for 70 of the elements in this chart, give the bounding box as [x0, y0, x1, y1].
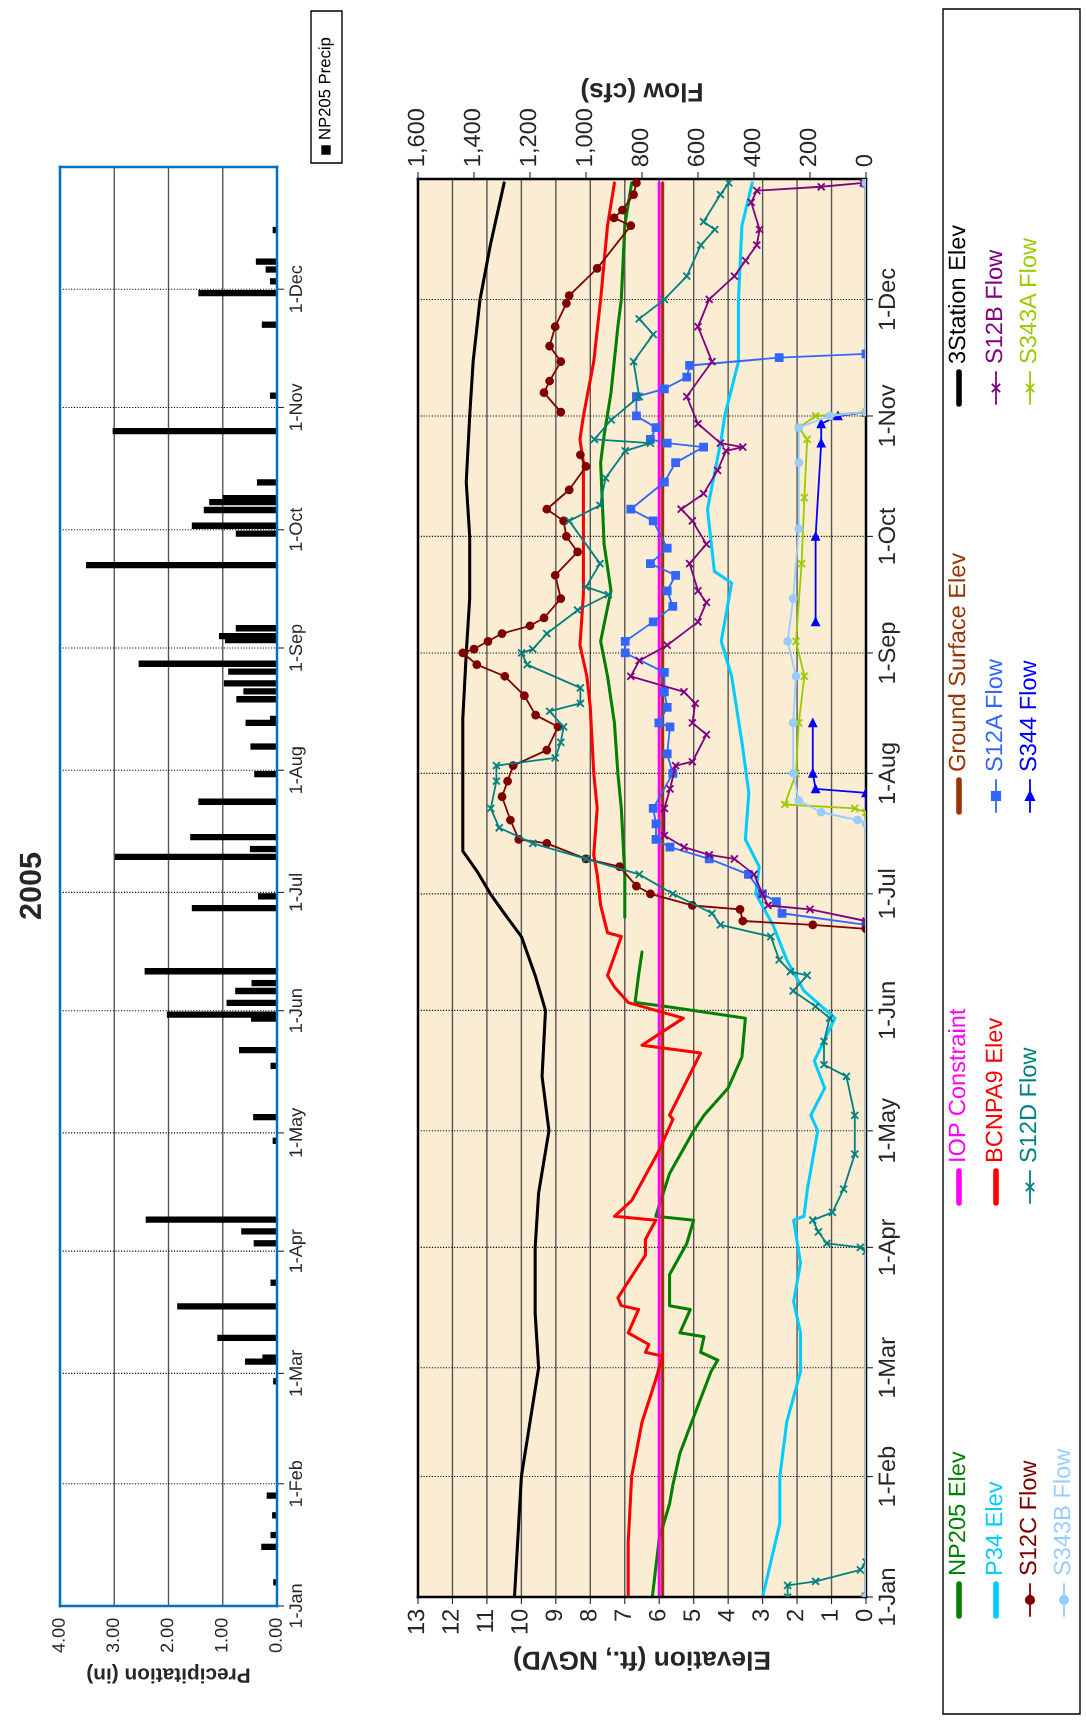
text: 3Station Elev	[947, 224, 966, 364]
x-tick-label: 6	[648, 1609, 666, 1621]
x-tick-label: 4	[718, 1609, 735, 1622]
x-tick-label: 11	[476, 1609, 494, 1632]
y-tick-label: 1-Feb	[288, 1460, 303, 1506]
x-tick-label: 0	[855, 1609, 873, 1622]
x-tick-label: 5	[683, 1609, 701, 1621]
y-tick-label: 1-May	[289, 1107, 306, 1157]
y-tick-label: 1-Jan	[289, 1584, 303, 1628]
y-tick-label: 1-Jan	[878, 1569, 896, 1625]
x-tick-label: 8	[579, 1609, 597, 1621]
x2-tick-label: 600	[687, 128, 705, 166]
y-tick-label: 1-May	[878, 1098, 900, 1162]
y-tick-label: 1-Nov	[878, 384, 896, 446]
y-tick-label: 1-Apr	[289, 1229, 306, 1272]
text: Ground Surface Elev	[947, 552, 966, 771]
y-tick-label: 1-Jun	[289, 989, 303, 1032]
x2-tick-label: 400	[743, 128, 761, 167]
x-tick-label: 2	[786, 1609, 804, 1621]
x-tick-label: 0.00	[269, 1618, 282, 1653]
text: S344 Flow	[1018, 660, 1037, 771]
x-axis-title: Precipitation (in)	[87, 1664, 250, 1684]
y-tick-label: 1-Mar	[878, 1337, 896, 1397]
x-tick-label: 12	[442, 1609, 459, 1634]
text: S343B Flow	[1052, 1448, 1071, 1575]
y-tick-label: 1-Sep	[289, 624, 306, 671]
x2-axis-title: Flow (cfs)	[581, 77, 702, 103]
x-tick-label: 2.00	[160, 1618, 174, 1653]
text: 2005	[19, 852, 42, 919]
y-tick-label: 1-Oct	[878, 507, 896, 564]
y-tick-label: 1-Dec	[878, 268, 896, 330]
text: S12C Flow	[1018, 1460, 1037, 1575]
y-tick-label: 1-Jul	[877, 869, 896, 918]
x-tick-label: 1	[821, 1609, 838, 1621]
x-tick-label: 3	[752, 1609, 769, 1622]
x-tick-label: 1.00	[214, 1618, 228, 1652]
text: S12B Flow	[984, 249, 1003, 363]
x-axis-title: Elevation (ft., NGVD)	[514, 1646, 770, 1671]
x2-tick-label: 800	[631, 128, 649, 167]
text: S343A Flow	[1018, 237, 1037, 363]
y-tick-label: 1-Feb	[877, 1446, 896, 1506]
y-tick-label: 1-Sep	[878, 622, 900, 683]
y-tick-label: 1-Jun	[878, 982, 896, 1039]
text: NP205 Precip	[318, 37, 334, 139]
y-tick-label: 1-Nov	[289, 383, 303, 431]
text: S12D Flow	[1018, 1047, 1037, 1162]
x2-tick-label: 200	[799, 128, 817, 167]
text: P34 Elev	[984, 1481, 1003, 1575]
x-tick-label: 10	[511, 1609, 528, 1634]
text: S12A Flow	[984, 659, 1003, 771]
x2-tick-label: 1,200	[519, 109, 540, 166]
y-tick-label: 1-Oct	[289, 507, 303, 551]
y-tick-label: 1-Dec	[289, 265, 303, 312]
y-tick-label: 1-Aug	[289, 747, 306, 793]
text: IOP Constraint	[947, 1008, 966, 1161]
text: NP205 Elev	[947, 1451, 966, 1575]
x2-tick-label: 1,000	[575, 109, 596, 166]
y-tick-label: 1-Jul	[288, 874, 303, 911]
x-tick-label: 4.00	[52, 1618, 65, 1653]
x2-tick-label: 0	[855, 154, 873, 167]
x-tick-label: 13	[407, 1609, 425, 1634]
y-tick-label: 1-Apr	[878, 1218, 900, 1275]
x2-tick-label: 1,600	[407, 109, 428, 166]
x-tick-label: 9	[545, 1609, 563, 1621]
x-tick-label: 3.00	[106, 1618, 120, 1653]
text: BCNPA9 Elev	[984, 1017, 1003, 1162]
x2-tick-label: 1,400	[463, 109, 484, 166]
x-tick-label: 7	[614, 1609, 631, 1621]
y-tick-label: 1-Aug	[878, 743, 900, 804]
y-tick-label: 1-Mar	[289, 1350, 303, 1396]
